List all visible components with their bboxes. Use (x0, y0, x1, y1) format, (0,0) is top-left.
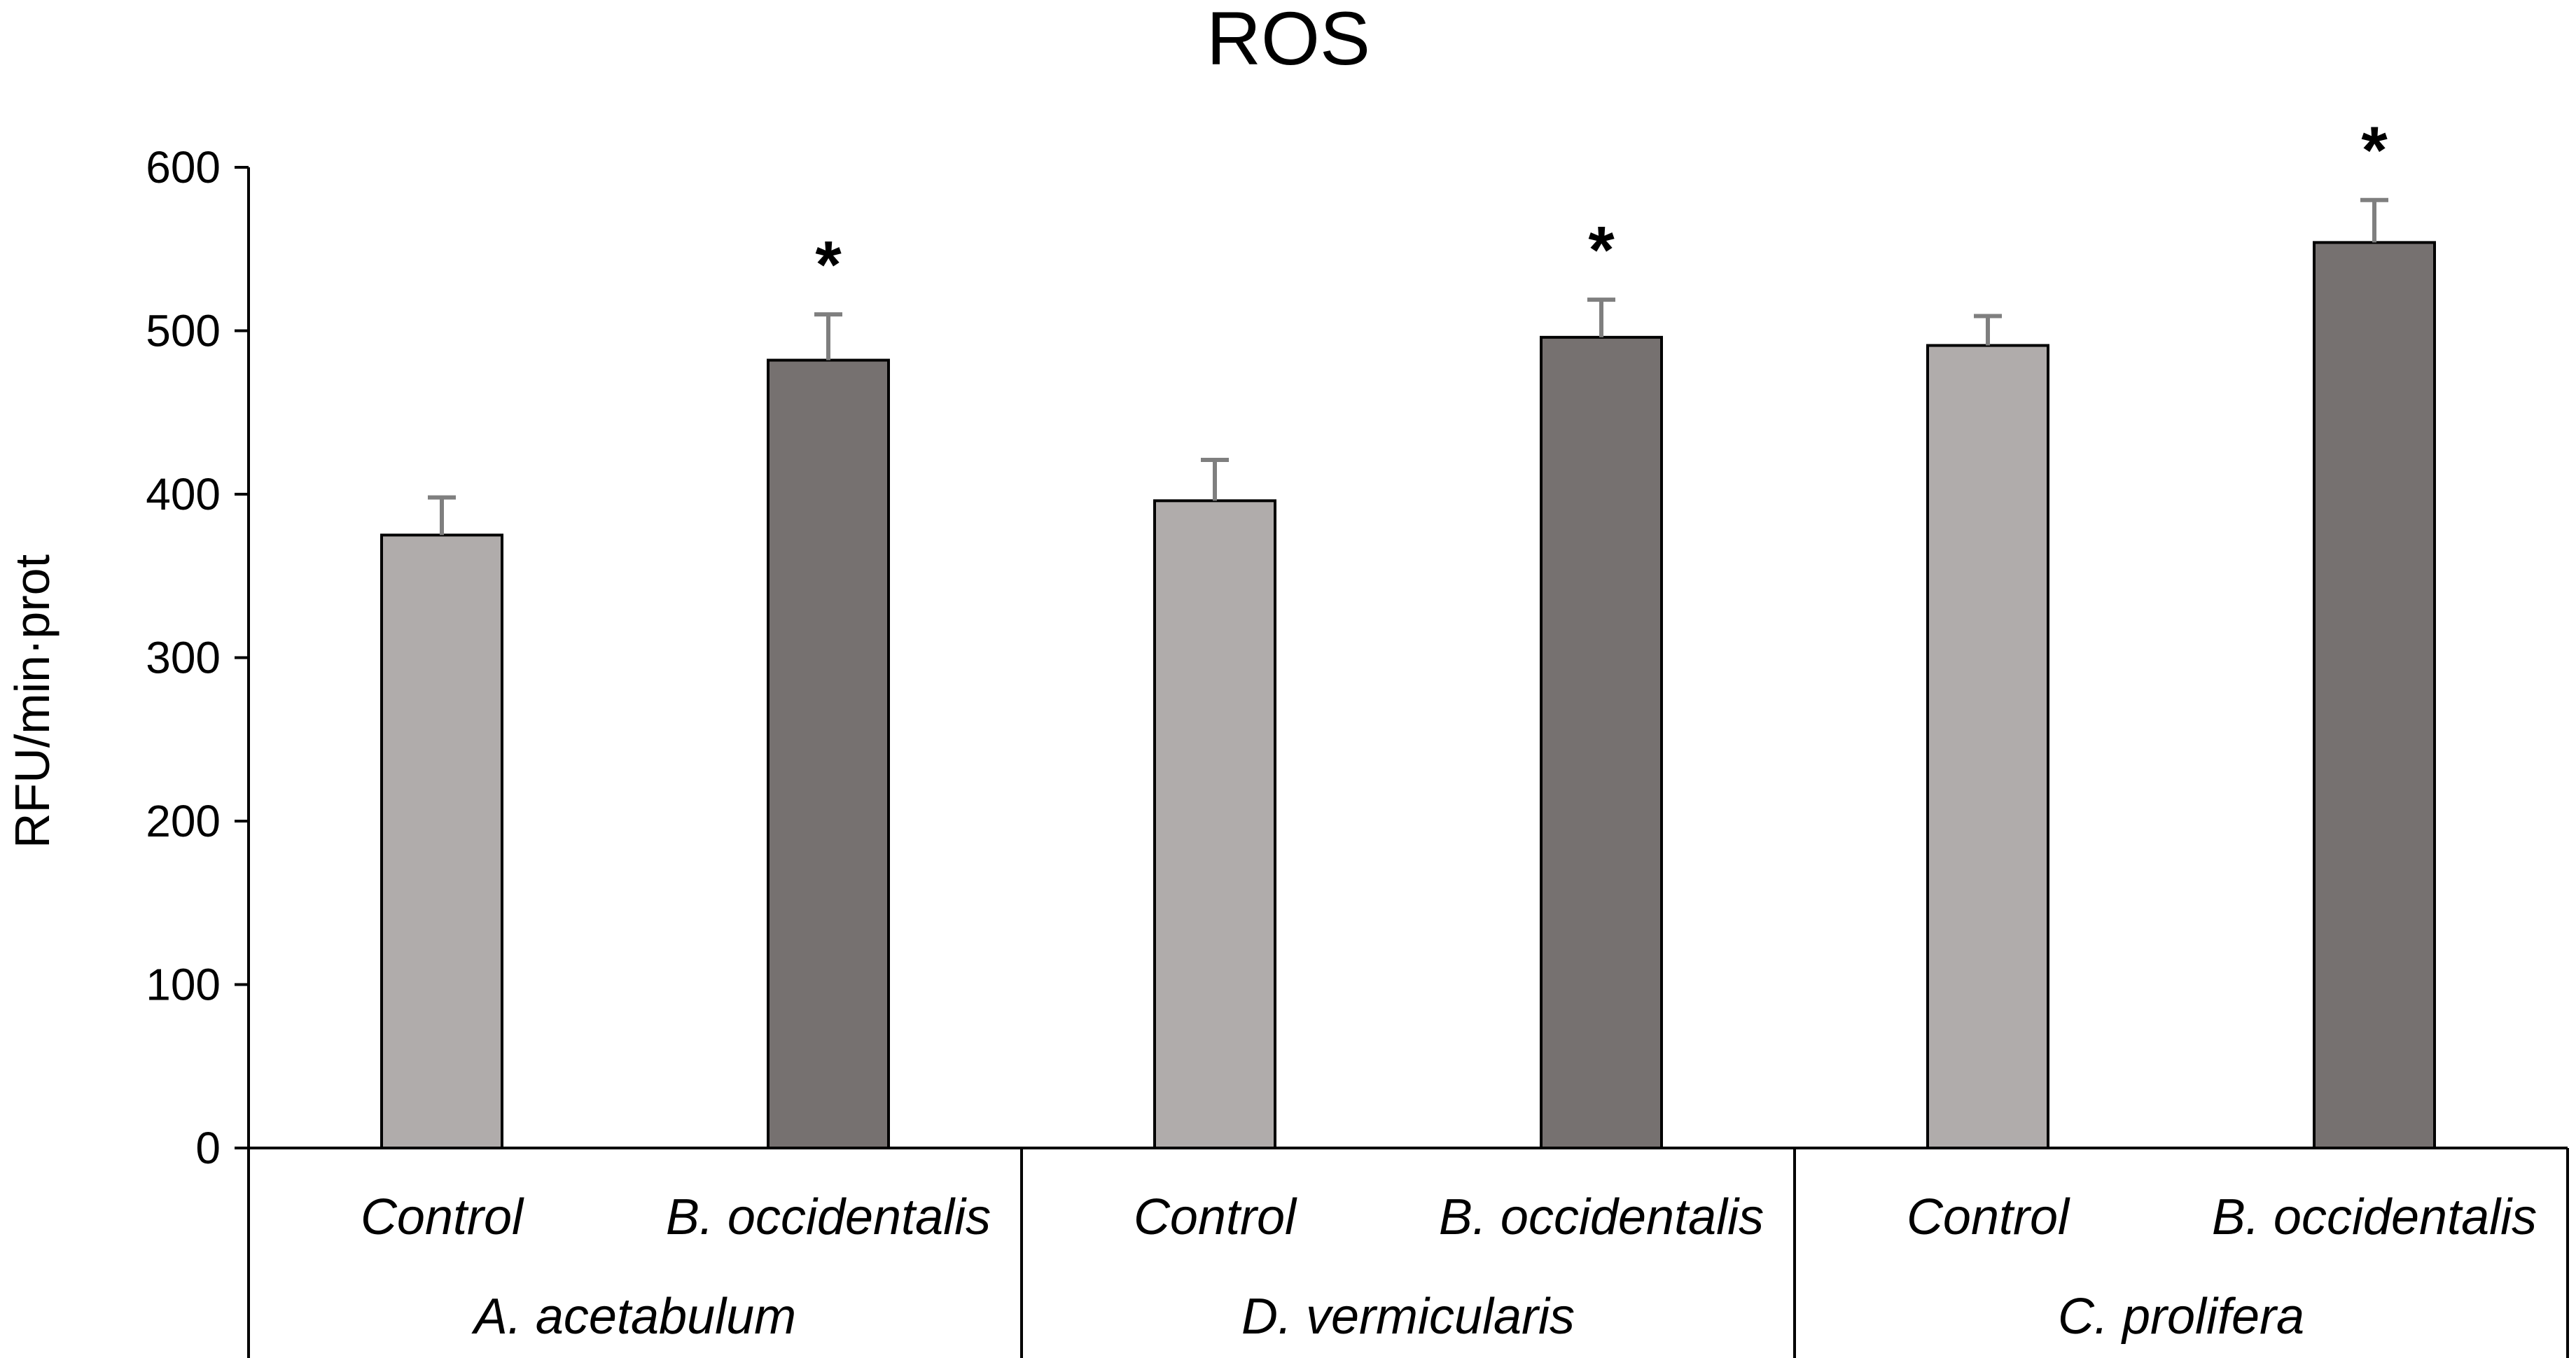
chart-title: ROS (1206, 0, 1370, 80)
y-tick-label: 600 (146, 142, 221, 192)
bar-control (1153, 499, 1276, 1149)
x-category-label: B. occidentalis (2212, 1189, 2537, 1245)
x-category-label: Control (361, 1189, 524, 1245)
significance-marker: * (815, 227, 842, 302)
error-bars-layer (428, 197, 2388, 536)
significance-marker: * (1588, 213, 1615, 288)
x-category-label: Control (1907, 1189, 2070, 1245)
bars-layer (380, 241, 2436, 1150)
x-category-label: Control (1134, 1189, 1297, 1245)
bar-treatment (767, 358, 890, 1149)
x-category-label: B. occidentalis (666, 1189, 991, 1245)
y-tick-label: 200 (146, 796, 221, 846)
bar-treatment (1540, 335, 1663, 1150)
x-group-label: C. prolifera (2058, 1289, 2304, 1345)
y-tick-label: 0 (195, 1123, 221, 1173)
axes-layer (235, 166, 2569, 1358)
y-tick-label: 500 (146, 306, 221, 356)
bar-treatment (2313, 241, 2436, 1149)
x-group-label: A. acetabulum (471, 1289, 796, 1345)
bar-control (1926, 344, 2049, 1149)
x-category-label: B. occidentalis (1439, 1189, 1764, 1245)
x-group-label: D. vermicularis (1241, 1289, 1575, 1345)
y-tick-label: 300 (146, 633, 221, 683)
y-tick-label: 400 (146, 469, 221, 519)
y-tick-label: 100 (146, 960, 221, 1010)
y-axis-label: RFU/min·prot (5, 554, 60, 848)
labels-layer: 0 100 200 300 400 500 600 Control B. occidentali… (146, 113, 2537, 1345)
bar-control (380, 533, 503, 1149)
significance-marker: * (2361, 113, 2388, 188)
